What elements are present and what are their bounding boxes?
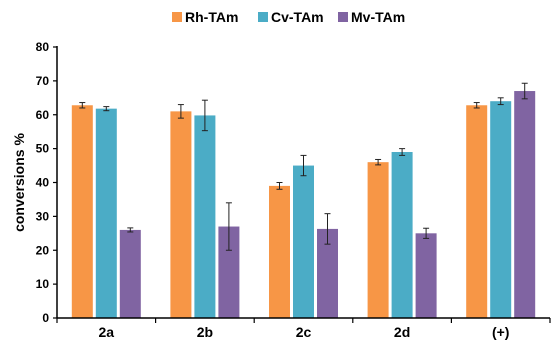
bars (71, 91, 536, 319)
y-tick-label: 60 (36, 108, 50, 122)
bar-cv-tam-2a (95, 108, 117, 318)
bar-mv-tam-(+) (514, 91, 536, 318)
x-tick-label: 2d (394, 324, 410, 340)
legend: Rh-TAm Cv-TAm Mv-TAm (172, 9, 405, 25)
y-axis-title: conversions % (11, 133, 27, 232)
legend-label-cv-tam: Cv-TAm (271, 9, 324, 25)
x-tick-label: 2a (99, 324, 115, 340)
y-tick-label: 80 (36, 40, 50, 54)
bar-mv-tam-2d (415, 233, 437, 318)
bar-rh-tam-(+) (466, 105, 488, 318)
y-tick-label: 40 (36, 176, 50, 190)
error-bars (79, 82, 528, 251)
y-tick-label: 30 (36, 209, 50, 223)
bar-cv-tam-2b (194, 115, 216, 319)
y-tick-label: 20 (36, 243, 50, 257)
bar-rh-tam-2b (170, 111, 192, 318)
bar-rh-tam-2c (269, 185, 290, 318)
y-tick-label: 10 (36, 277, 50, 291)
y-tick-label: 70 (36, 74, 50, 88)
bar-mv-tam-2b (218, 226, 240, 318)
legend-swatch-cv-tam (258, 12, 268, 22)
bar-mv-tam-2a (119, 229, 141, 318)
legend-label-rh-tam: Rh-TAm (185, 9, 238, 25)
bar-cv-tam-2c (293, 165, 314, 318)
bar-cv-tam-2d (391, 152, 413, 318)
bar-rh-tam-2d (367, 162, 389, 318)
x-tick-label: (+) (492, 324, 510, 340)
x-tick-label: 2b (197, 324, 213, 340)
bar-rh-tam-2a (71, 105, 93, 318)
bar-cv-tam-(+) (490, 101, 512, 318)
bar-mv-tam-2c (317, 228, 338, 318)
x-tick-label: 2c (296, 324, 312, 340)
y-tick-label: 50 (36, 142, 50, 156)
legend-swatch-rh-tam (172, 12, 182, 22)
legend-label-mv-tam: Mv-TAm (351, 9, 405, 25)
y-axis: 0 10 20 30 40 50 60 70 80 (36, 40, 58, 325)
x-axis: 2a 2b 2c 2d (+) (56, 317, 551, 340)
y-tick-label: 0 (42, 311, 49, 325)
legend-swatch-mv-tam (338, 12, 348, 22)
